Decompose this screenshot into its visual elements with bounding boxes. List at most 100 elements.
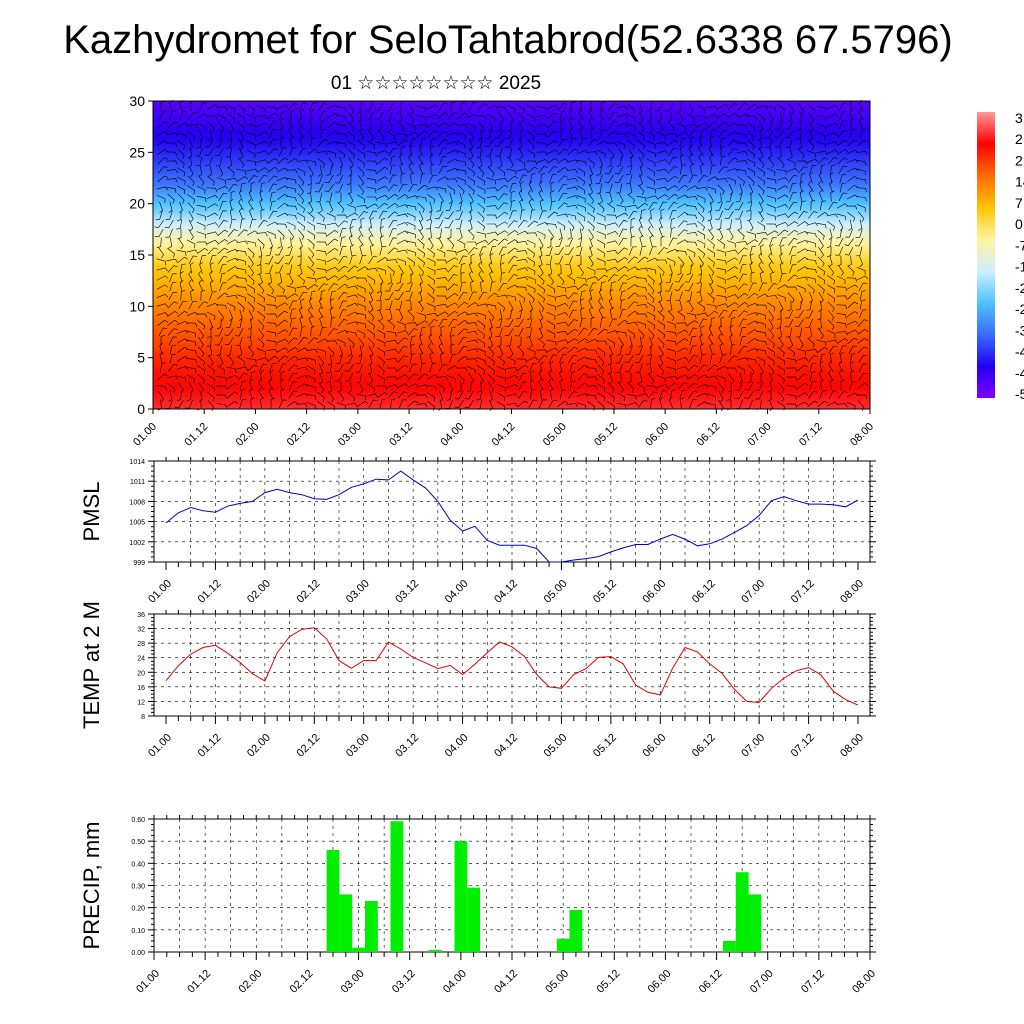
wind-barb (755, 381, 763, 391)
wind-barb (459, 228, 463, 241)
wind-barb (497, 120, 502, 132)
wind-barb (326, 340, 338, 345)
wind-barb (397, 383, 409, 389)
wind-barb (417, 248, 426, 258)
wind-barb (567, 220, 575, 232)
wind-barb (506, 356, 516, 365)
wind-barb (477, 121, 485, 133)
wind-barb (600, 101, 606, 112)
wind-barb (547, 166, 558, 174)
wind-barb (297, 202, 305, 213)
wind-barb (826, 339, 838, 344)
wind-barb (288, 372, 298, 382)
colorbar-label: -4 (1015, 344, 1024, 360)
wind-barb (166, 375, 178, 380)
wind-barb (386, 348, 398, 353)
wind-barb (276, 295, 288, 300)
wind-barb (366, 196, 378, 201)
precip-y-label: PRECIP, mm (79, 822, 104, 950)
wind-barb (607, 156, 612, 168)
precip-bar (365, 901, 378, 952)
wind-barb (258, 328, 265, 340)
wind-barb (558, 103, 568, 111)
wind-barb (379, 246, 387, 256)
wind-barb (746, 358, 757, 364)
wind-barb (196, 204, 207, 211)
wind-barb (306, 384, 316, 392)
wind-barb (396, 330, 409, 334)
wind-barb (768, 310, 774, 322)
wind-barb (537, 284, 546, 294)
wind-barb (816, 131, 826, 140)
wind-barb (539, 210, 547, 220)
wind-barb (818, 189, 823, 202)
wind-barb (226, 302, 236, 312)
wind-barb (856, 275, 869, 281)
wind-barb (626, 266, 639, 272)
wind-barb (557, 400, 569, 407)
wind-barb (828, 265, 835, 277)
wind-barb (838, 192, 848, 202)
wind-barb (376, 267, 386, 275)
wind-barb (247, 364, 259, 372)
wind-barb (797, 364, 809, 372)
wind-barb (777, 147, 782, 159)
wind-barb (399, 399, 407, 409)
wind-barb (666, 133, 678, 138)
wind-barb (537, 166, 548, 174)
wind-barb (405, 282, 413, 292)
wind-barb (215, 327, 224, 337)
wind-barb (546, 329, 556, 339)
wind-barb (560, 118, 566, 130)
wind-barb (669, 396, 673, 409)
wind-barb (648, 216, 654, 229)
temp-y-tick-label: 12 (137, 699, 145, 706)
wind-barb (246, 168, 258, 173)
precip-x-tick-label: 06.12 (697, 968, 725, 996)
wind-barb (269, 363, 277, 373)
wind-barb (828, 228, 833, 240)
wind-barb (476, 338, 486, 348)
wind-barb (577, 382, 589, 390)
wind-barb (724, 202, 734, 211)
wind-barb (428, 342, 434, 354)
wind-barb (706, 186, 716, 194)
wind-barb (297, 193, 305, 205)
wind-barb (546, 311, 556, 320)
wind-barb (809, 381, 817, 391)
wind-barb (778, 336, 784, 349)
wind-barb (747, 103, 759, 110)
wind-barb (338, 255, 348, 264)
temp-y-tick-label: 20 (137, 670, 145, 677)
wind-barb (547, 121, 558, 129)
wind-barb (517, 138, 522, 150)
wind-barb (299, 237, 303, 250)
wind-barb (195, 156, 203, 167)
wind-barb (836, 275, 846, 284)
wind-barb (466, 348, 478, 353)
wind-barb (677, 229, 688, 237)
wind-barb (726, 249, 738, 254)
wind-barb (268, 183, 278, 193)
wind-barb (426, 210, 432, 221)
wind-barb (506, 147, 512, 158)
wind-barb (586, 376, 598, 381)
wind-barb (767, 328, 775, 340)
wind-barb (820, 379, 825, 391)
wind-barb (676, 250, 687, 256)
wind-barb (356, 149, 366, 159)
wind-barb (157, 121, 168, 129)
wind-barb (656, 178, 668, 183)
xsec-y-tick-label: 30 (129, 93, 145, 109)
wind-barb (466, 366, 476, 374)
wind-barb (767, 347, 776, 357)
wind-barb (219, 282, 227, 292)
wind-barb (487, 238, 499, 246)
wind-barb (319, 327, 327, 337)
wind-barb (578, 108, 584, 120)
wind-barb (408, 363, 417, 373)
wind-barb (476, 231, 487, 239)
wind-barb (310, 326, 316, 337)
wind-barb (369, 291, 374, 304)
wind-barb (518, 120, 524, 133)
